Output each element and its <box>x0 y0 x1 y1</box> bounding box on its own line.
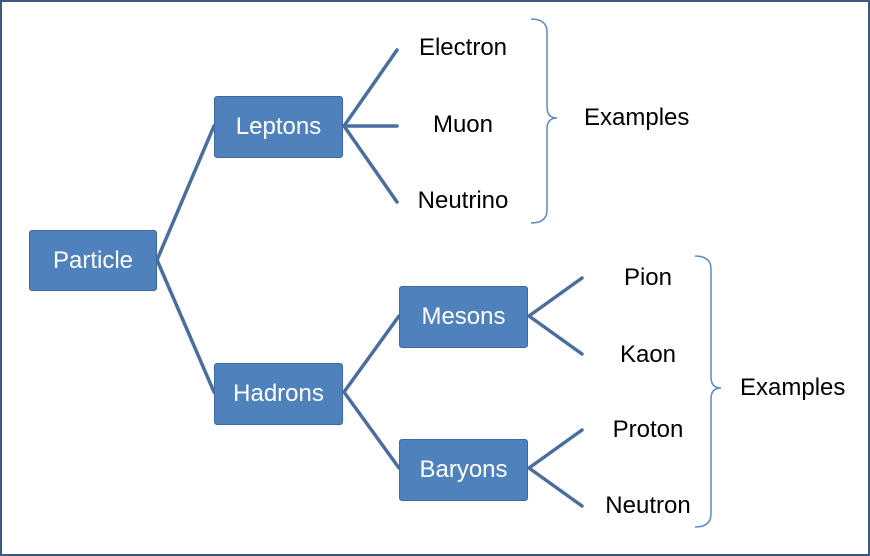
leaf-pion: Pion <box>623 264 673 291</box>
connector-hadrons-baryons <box>342 390 401 470</box>
node-baryons-label: Baryons <box>419 456 508 483</box>
connector-hadrons-mesons <box>342 314 401 394</box>
connector-mesons-kaon <box>527 314 584 356</box>
brace-leptons-examples <box>530 18 558 224</box>
connector-baryons-neutron <box>527 466 584 508</box>
connector-mesons-pion <box>527 276 584 318</box>
node-mesons: Mesons <box>399 286 528 348</box>
connector-particle-leptons <box>155 124 216 262</box>
node-leptons-label: Leptons <box>235 113 322 140</box>
connector-baryons-proton <box>527 428 584 470</box>
brace-hadrons-examples <box>694 255 722 528</box>
connector-particle-hadrons <box>155 258 216 394</box>
node-hadrons: Hadrons <box>214 363 343 425</box>
node-leptons: Leptons <box>214 96 343 158</box>
leaf-electron: Electron <box>418 34 508 61</box>
leaf-proton: Proton <box>612 416 684 443</box>
node-baryons: Baryons <box>399 439 528 501</box>
node-hadrons-label: Hadrons <box>233 380 324 407</box>
node-particle-label: Particle <box>52 246 134 274</box>
examples-label-leptons: Examples <box>584 104 690 131</box>
connector-leptons-electron <box>342 48 399 128</box>
leaf-muon: Muon <box>432 111 494 138</box>
node-particle: Particle <box>29 230 157 291</box>
leaf-kaon: Kaon <box>619 341 677 368</box>
leaf-neutrino: Neutrino <box>417 187 509 214</box>
connector-leptons-neutrino <box>342 124 399 204</box>
examples-label-hadrons: Examples <box>740 374 846 401</box>
leaf-neutron: Neutron <box>605 492 691 519</box>
node-mesons-label: Mesons <box>421 303 506 330</box>
